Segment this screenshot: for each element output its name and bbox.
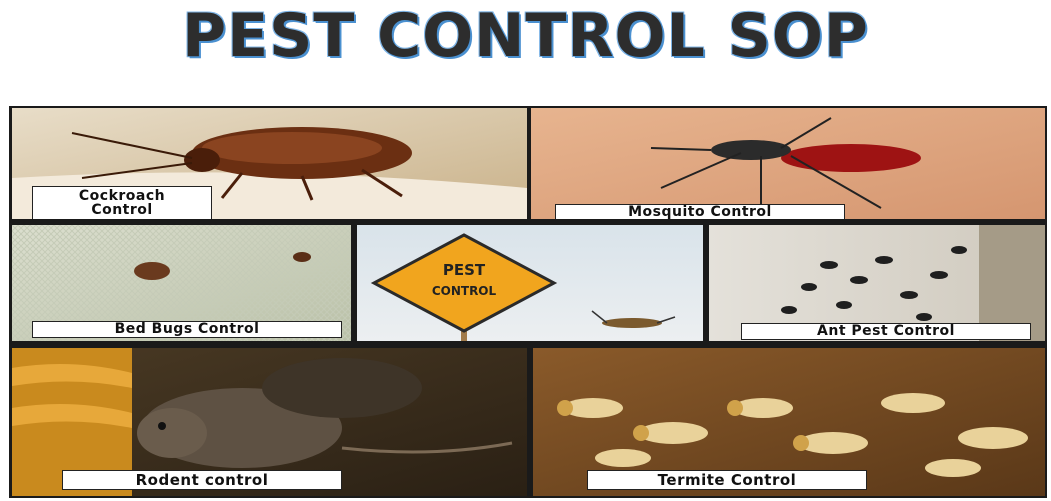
- photo-collage: Cockroach Control Mosquito Control: [9, 106, 1047, 498]
- ant-photo: Ant Pest Control: [709, 225, 1045, 341]
- ant-caption: Ant Pest Control: [741, 323, 1031, 340]
- rodent-caption: Rodent control: [62, 470, 342, 490]
- termite-photo: Termite Control: [533, 348, 1045, 496]
- cockroach-caption-line2: Control: [91, 202, 153, 218]
- pest-control-sign-photo: PEST CONTROL: [357, 225, 703, 341]
- sign-text-line1: PEST: [443, 261, 486, 279]
- bed-bugs-caption: Bed Bugs Control: [32, 321, 342, 338]
- cockroach-photo: Cockroach Control: [12, 108, 527, 219]
- cockroach-caption-line1: Cockroach: [78, 188, 166, 204]
- mosquito-caption: Mosquito Control: [555, 204, 845, 219]
- page-title: PEST CONTROL SOP: [182, 1, 869, 71]
- mosquito-photo: Mosquito Control: [531, 108, 1045, 219]
- sign-text-line2: CONTROL: [432, 284, 497, 298]
- bed-bugs-photo: Bed Bugs Control: [12, 225, 351, 341]
- rodent-photo: Rodent control: [12, 348, 527, 496]
- termite-caption: Termite Control: [587, 470, 867, 490]
